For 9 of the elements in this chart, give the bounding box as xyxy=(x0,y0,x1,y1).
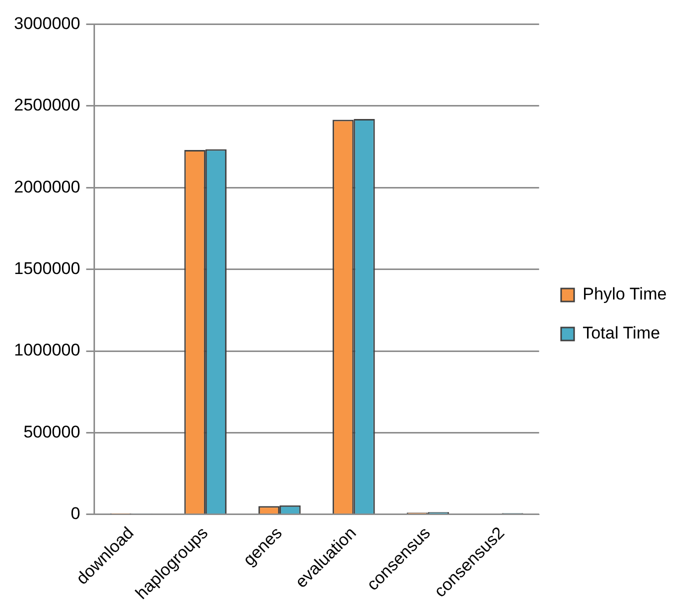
legend-label: Total Time xyxy=(582,324,660,343)
y-tick-label: 0 xyxy=(70,504,80,524)
y-tick-label: 1000000 xyxy=(14,340,80,360)
y-tick-label: 2000000 xyxy=(14,177,80,196)
y-tick-label: 2500000 xyxy=(14,96,80,115)
legend-label: Phylo Time xyxy=(582,284,667,304)
y-tick-label: 500000 xyxy=(23,422,80,442)
y-tick-label: 1500000 xyxy=(14,258,80,278)
y-tick-label: 3000000 xyxy=(14,14,80,33)
